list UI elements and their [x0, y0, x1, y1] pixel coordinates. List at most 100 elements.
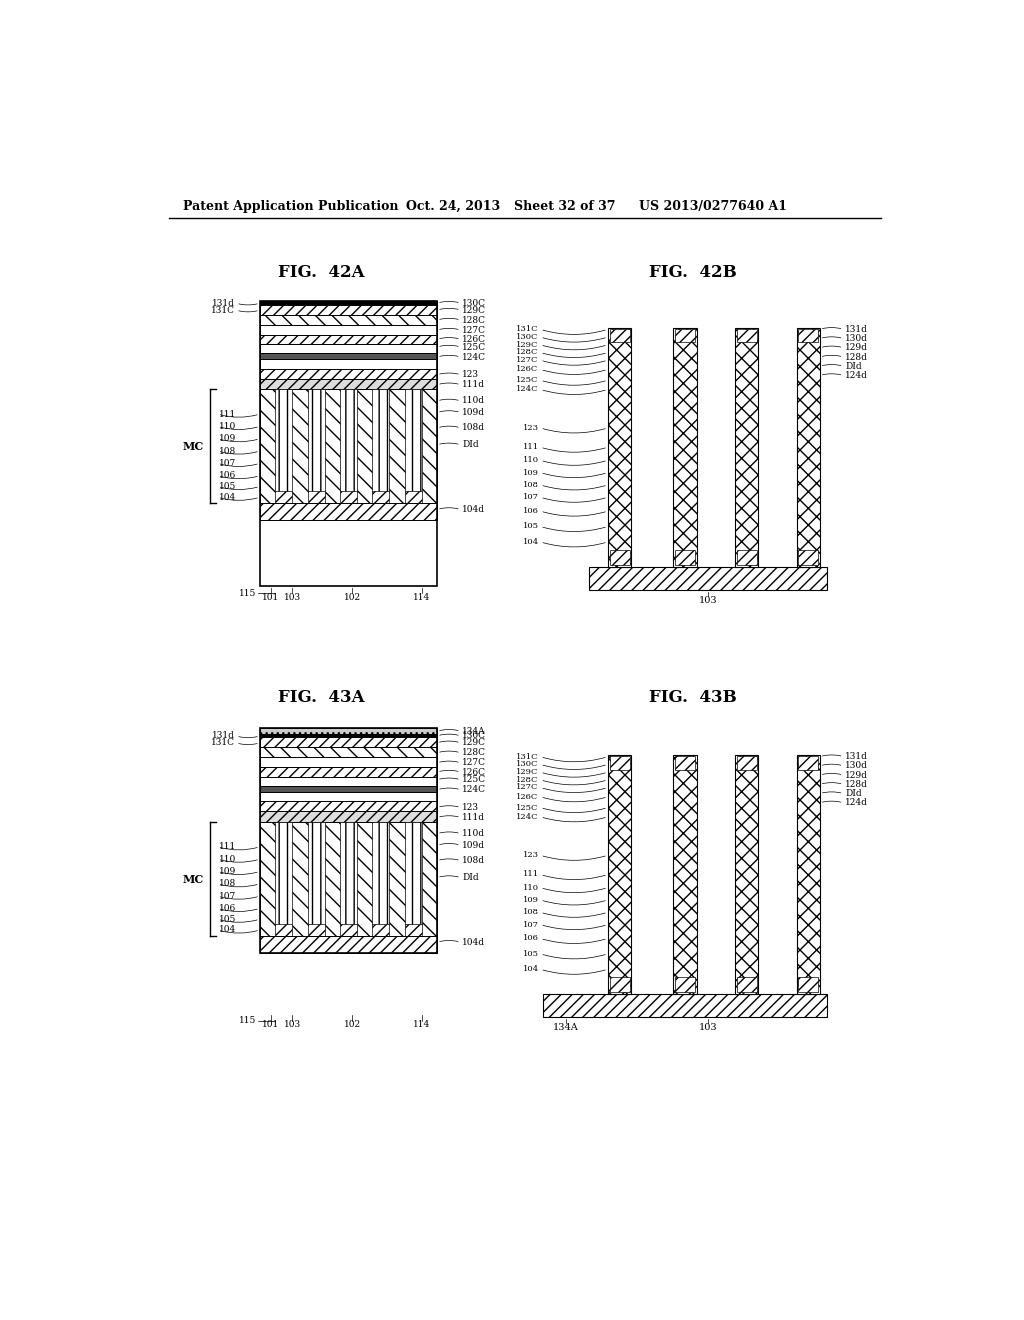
- Bar: [736, 977, 757, 993]
- Text: FIG.  43B: FIG. 43B: [649, 689, 736, 706]
- Bar: [260, 335, 437, 345]
- Text: 128C: 128C: [516, 776, 539, 784]
- Text: 126C: 126C: [463, 335, 486, 343]
- Text: 115: 115: [239, 1016, 256, 1026]
- Text: 105: 105: [522, 950, 539, 958]
- Text: 109: 109: [219, 434, 237, 444]
- Bar: [609, 549, 630, 565]
- Text: 105: 105: [522, 523, 539, 531]
- Bar: [373, 822, 389, 924]
- Bar: [340, 389, 357, 492]
- Text: 129C: 129C: [463, 738, 486, 747]
- Text: US 2013/0277640 A1: US 2013/0277640 A1: [639, 199, 786, 213]
- Text: DId: DId: [845, 362, 862, 371]
- Text: 126C: 126C: [463, 768, 486, 776]
- Bar: [260, 729, 437, 734]
- Bar: [260, 767, 437, 776]
- Bar: [404, 389, 422, 492]
- Text: 129d: 129d: [845, 343, 868, 352]
- Text: MC: MC: [182, 441, 204, 451]
- Text: 124C: 124C: [463, 785, 486, 795]
- Text: 106: 106: [219, 471, 237, 480]
- Bar: [275, 389, 292, 492]
- Text: 131d: 131d: [845, 325, 868, 334]
- Bar: [340, 924, 357, 936]
- Text: 104: 104: [219, 492, 237, 502]
- Bar: [260, 359, 437, 368]
- Bar: [307, 491, 325, 503]
- Bar: [543, 994, 827, 1016]
- Text: 131C: 131C: [211, 738, 234, 747]
- Text: 111: 111: [522, 444, 539, 451]
- Bar: [798, 977, 818, 993]
- Bar: [275, 491, 292, 503]
- Bar: [260, 801, 437, 812]
- Bar: [340, 491, 357, 503]
- Bar: [260, 785, 437, 792]
- Bar: [404, 924, 422, 936]
- Text: 111d: 111d: [463, 813, 485, 822]
- Text: 111d: 111d: [463, 380, 485, 389]
- Text: 131C: 131C: [516, 325, 539, 334]
- Bar: [260, 301, 437, 305]
- Text: 109: 109: [219, 867, 237, 876]
- Text: 129C: 129C: [516, 768, 539, 776]
- Text: 115: 115: [239, 589, 256, 598]
- Text: 124C: 124C: [516, 385, 539, 393]
- Bar: [260, 389, 437, 503]
- Text: 103: 103: [284, 593, 301, 602]
- Bar: [797, 327, 819, 566]
- Bar: [340, 822, 357, 924]
- Text: DId: DId: [845, 789, 862, 799]
- Bar: [307, 389, 325, 492]
- Text: 109d: 109d: [463, 841, 485, 850]
- Text: 125C: 125C: [463, 343, 486, 351]
- Text: FIG.  42B: FIG. 42B: [649, 264, 736, 281]
- Bar: [404, 491, 422, 503]
- Text: 130C: 130C: [516, 333, 539, 341]
- Bar: [260, 822, 437, 936]
- Text: 124d: 124d: [845, 371, 868, 380]
- Text: Patent Application Publication: Patent Application Publication: [183, 199, 398, 213]
- Text: 102: 102: [344, 1020, 360, 1030]
- Text: 127C: 127C: [463, 326, 486, 334]
- Text: DId: DId: [463, 873, 479, 882]
- Bar: [260, 792, 437, 801]
- Bar: [260, 325, 437, 335]
- Bar: [260, 305, 437, 314]
- Text: 104d: 104d: [463, 506, 485, 513]
- Text: 114: 114: [413, 593, 430, 602]
- Text: 128C: 128C: [463, 748, 486, 758]
- Bar: [675, 756, 695, 770]
- Bar: [260, 729, 437, 953]
- Bar: [260, 758, 437, 767]
- Bar: [609, 329, 630, 342]
- Text: 127C: 127C: [516, 784, 539, 792]
- Bar: [674, 327, 696, 566]
- Bar: [260, 345, 437, 354]
- Text: 130d: 130d: [845, 334, 868, 343]
- Text: 104: 104: [522, 965, 539, 973]
- Bar: [589, 566, 827, 590]
- Text: 110: 110: [219, 422, 237, 430]
- Text: 107: 107: [219, 459, 237, 467]
- Text: 106: 106: [523, 507, 539, 515]
- Bar: [275, 822, 292, 924]
- Text: 111: 111: [219, 842, 237, 851]
- Text: 103: 103: [698, 595, 718, 605]
- Text: 110: 110: [522, 457, 539, 465]
- Bar: [798, 329, 818, 342]
- Text: 108: 108: [522, 480, 539, 488]
- Text: 134A: 134A: [463, 727, 486, 735]
- Bar: [260, 776, 437, 785]
- Bar: [735, 755, 758, 994]
- Bar: [735, 327, 758, 566]
- Bar: [260, 301, 437, 586]
- Text: 131C: 131C: [516, 752, 539, 760]
- Text: 108: 108: [522, 908, 539, 916]
- Bar: [307, 822, 325, 924]
- Text: 101: 101: [262, 1020, 280, 1030]
- Bar: [307, 924, 325, 936]
- Text: 104: 104: [219, 925, 237, 935]
- Text: 124d: 124d: [845, 799, 868, 808]
